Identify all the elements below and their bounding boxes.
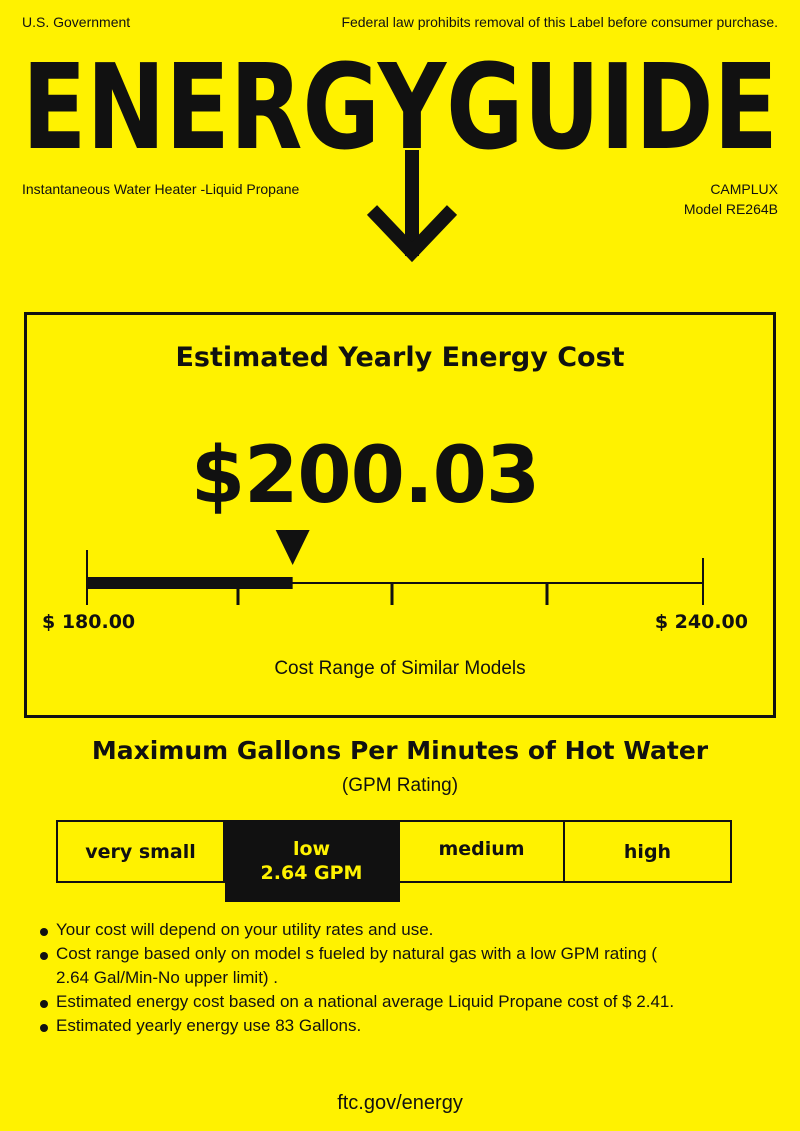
cost-range-scale	[86, 530, 704, 605]
product-type: Instantaneous Water Heater -Liquid Propa…	[22, 181, 300, 197]
gpm-cell-medium: medium	[400, 822, 565, 881]
energyguide-logo: ENERGYGUIDE	[22, 38, 778, 176]
gov-label: U.S. Government	[22, 14, 131, 30]
gpm-cell-low-selected: low 2.64 GPM	[225, 820, 400, 902]
range-caption: Cost Range of Similar Models	[274, 658, 526, 679]
cost-marker-triangle	[275, 530, 310, 565]
note-item: Cost range based only on model s fueled …	[38, 942, 658, 990]
gpm-label: high	[623, 840, 672, 863]
gpm-rating-scale: very small low 2.64 GPM medium high	[56, 820, 732, 902]
range-max-label: $ 240.00	[654, 611, 748, 633]
energyguide-title: ENERGYGUIDE	[22, 38, 778, 176]
notes-list: Your cost will depend on your utility ra…	[38, 918, 698, 1038]
note-item: Your cost will depend on your utility ra…	[38, 918, 698, 942]
model-number: Model RE264B	[683, 201, 778, 217]
yearly-cost-box	[24, 312, 776, 718]
note-item: Estimated yearly energy use 83 Gallons.	[38, 1014, 698, 1038]
cost-bar	[87, 577, 293, 589]
gpm-selected-value: 2.64 GPM	[260, 862, 363, 884]
cost-heading: Estimated Yearly Energy Cost	[175, 342, 625, 373]
note-item: Estimated energy cost based on a nationa…	[38, 990, 698, 1014]
ftc-link[interactable]: ftc.gov/energy	[337, 1092, 463, 1114]
range-min-label: $ 180.00	[42, 611, 136, 633]
cost-value: $200.03	[190, 431, 540, 521]
gpm-label: low	[292, 838, 331, 860]
gpm-subheading: (GPM Rating)	[341, 775, 459, 796]
gpm-label: very small	[85, 840, 196, 863]
gpm-label: medium	[438, 838, 525, 860]
gpm-cell-high: high	[565, 822, 730, 881]
gpm-heading: Maximum Gallons Per Minutes of Hot Water	[91, 736, 709, 765]
removal-notice: Federal law prohibits removal of this La…	[341, 14, 778, 30]
gpm-cell-very-small: very small	[58, 822, 225, 881]
brand: CAMPLUX	[710, 181, 778, 197]
down-arrow-icon	[366, 150, 458, 263]
